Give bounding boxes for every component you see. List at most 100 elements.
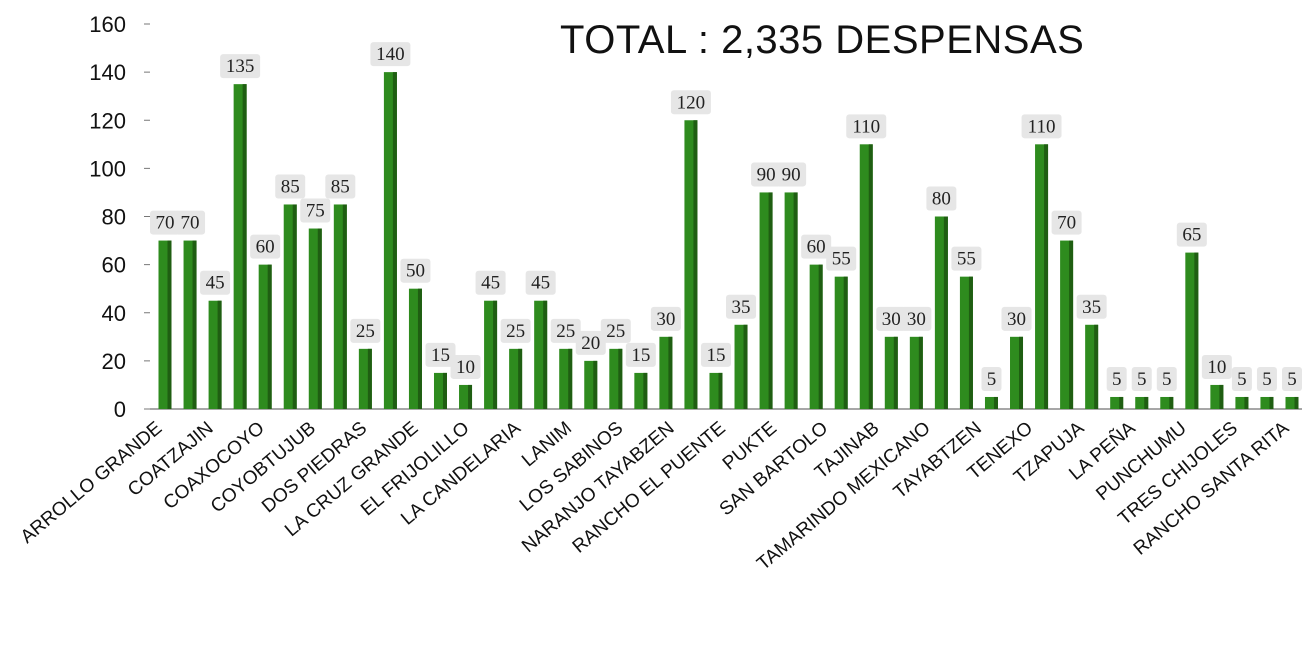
data-label-box [600,318,631,343]
data-label: 45 [481,273,500,294]
data-label-box [700,342,731,367]
data-label-box [776,162,807,187]
bar-shade [167,240,172,409]
bar-shade [768,192,773,409]
data-label: 5 [1262,369,1272,390]
data-label-box [1201,354,1232,379]
bar-shade [743,324,748,409]
data-label-box [500,318,531,343]
bar-shade [342,204,347,409]
data-label: 10 [456,357,475,378]
bar-shade [818,264,823,409]
data-label: 75 [306,201,325,222]
data-label: 5 [1237,369,1247,390]
bar-shade [367,348,372,409]
data-label: 60 [807,237,826,258]
data-label: 45 [531,273,550,294]
bar-shade [843,276,848,409]
data-label-box [1156,366,1177,391]
data-label-box [300,198,331,223]
data-label-box [826,246,857,271]
bar-shade [918,336,923,409]
data-label: 45 [206,273,225,294]
data-label-box [220,54,261,79]
bar-shade [668,336,673,409]
y-tick-label: 120 [89,108,126,133]
data-label-box [801,234,832,259]
data-label-box [275,174,306,199]
bar-shade [1044,144,1049,409]
data-label-box [350,318,381,343]
data-label-box [1231,366,1252,391]
data-label: 65 [1182,225,1201,246]
data-label: 30 [882,309,901,330]
data-label: 5 [1162,369,1172,390]
bar-shade [442,372,447,409]
data-label-box [200,270,231,295]
data-label-box [1051,210,1082,235]
data-label: 70 [1057,213,1076,234]
data-label: 5 [987,369,997,390]
data-label: 120 [677,92,706,113]
data-label-box [1176,222,1207,247]
y-tick-label: 20 [102,349,126,374]
data-label-box [751,162,782,187]
data-label-box [450,354,481,379]
bar-shade [693,120,698,409]
data-label: 25 [556,321,575,342]
bar-shade [568,348,573,409]
data-label: 25 [506,321,525,342]
data-label-box [1076,294,1107,319]
bar-shade [893,336,898,409]
bar-shade [1119,396,1124,409]
data-label-box [250,234,281,259]
data-label: 80 [932,189,951,210]
data-label-box [951,246,982,271]
data-label-box [1256,366,1277,391]
bar-shade [1069,240,1074,409]
data-label-box [1131,366,1152,391]
data-label: 50 [406,261,425,282]
data-label-box [1106,366,1127,391]
data-label: 15 [706,345,725,366]
data-label-box [846,114,887,139]
data-label: 70 [156,213,175,234]
bar-shade [993,396,998,409]
data-label-box [370,42,411,67]
bar-shade [392,72,397,409]
bar-shade [468,384,473,409]
bar-shade [417,288,422,409]
bar-shade [1194,252,1199,409]
bar-shade [1169,396,1174,409]
bar-shade [267,264,272,409]
bar-shade [968,276,973,409]
bar-shade [593,360,598,409]
data-label-box [726,294,757,319]
data-label: 55 [957,249,976,270]
data-label-box [550,318,581,343]
data-label-box [425,342,456,367]
y-tick-label: 0 [114,397,126,422]
bar-shade [1269,396,1274,409]
bar-shade [192,240,197,409]
data-label-box [525,270,556,295]
data-label: 135 [226,56,255,77]
bar-shade [543,300,548,409]
data-label: 20 [581,333,600,354]
data-label-box [926,186,957,211]
y-tick-label: 100 [89,156,126,181]
data-label-box [150,210,180,235]
data-label-box [1021,114,1062,139]
y-tick-label: 160 [89,12,126,37]
bar-shade [943,216,948,409]
data-label-box [400,258,431,283]
data-label-box [575,330,606,355]
bar-shade [1144,396,1149,409]
data-label: 15 [631,345,650,366]
data-label: 35 [732,297,751,318]
data-label: 25 [606,321,625,342]
data-label: 25 [356,321,375,342]
data-label: 85 [281,176,300,197]
bar-shade [718,372,723,409]
y-tick-label: 80 [102,205,126,230]
